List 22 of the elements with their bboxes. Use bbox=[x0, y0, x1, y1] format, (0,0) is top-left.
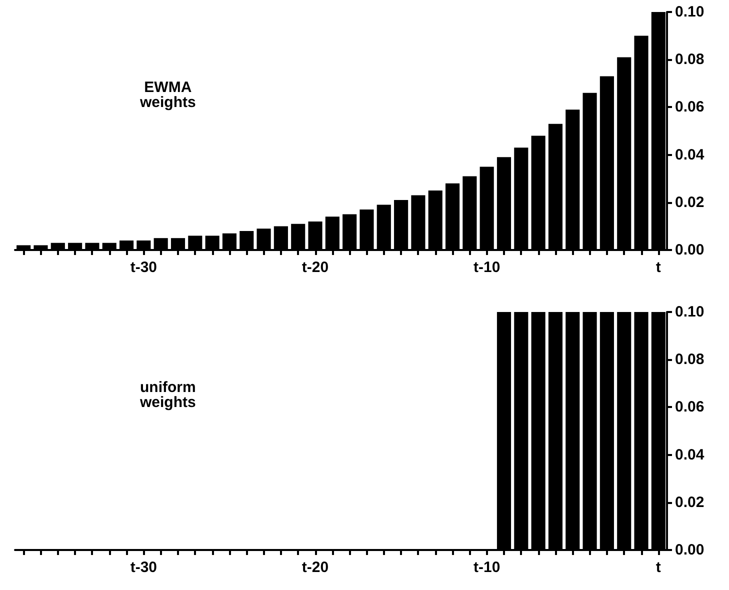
y-tick-label: 0.00 bbox=[675, 542, 704, 558]
x-tick-label: t-10 bbox=[474, 559, 500, 576]
y-tick-label: 0.04 bbox=[675, 446, 705, 464]
y-tick-label: 0.02 bbox=[675, 494, 704, 511]
x-tick-label: t-20 bbox=[302, 559, 329, 576]
x-tick-label: t-10 bbox=[474, 259, 500, 276]
y-tick-label: 0.02 bbox=[675, 194, 704, 211]
y-tick-label: 0.04 bbox=[675, 146, 705, 164]
x-tick-label: t-30 bbox=[130, 559, 158, 576]
x-tick-label: t-30 bbox=[130, 259, 158, 276]
x-tick-label: t bbox=[656, 559, 661, 576]
y-tick-label: 0.10 bbox=[675, 4, 704, 20]
annotation: EWMA weights bbox=[139, 79, 196, 111]
y-tick-label: 0.08 bbox=[675, 51, 704, 68]
y-tick-label: 0.08 bbox=[675, 351, 704, 368]
y-tick-label: 0.10 bbox=[675, 304, 704, 320]
x-tick-label: t-20 bbox=[302, 259, 329, 276]
annotation: uniform weights bbox=[139, 379, 196, 411]
y-tick-label: 0.06 bbox=[675, 98, 704, 116]
y-tick-label: 0.00 bbox=[675, 242, 704, 258]
x-tick-label: t bbox=[656, 259, 661, 276]
y-tick-label: 0.06 bbox=[675, 398, 704, 416]
